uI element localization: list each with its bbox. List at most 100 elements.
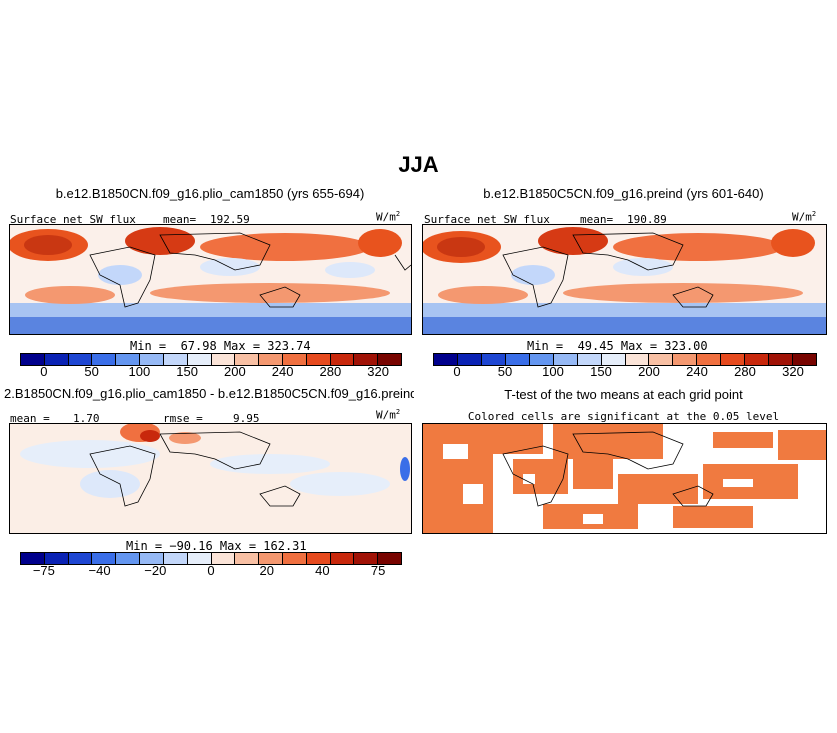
colorbar-swatch: [116, 354, 141, 365]
colorbar-swatch: [378, 553, 401, 564]
colorbar-swatch: [44, 354, 69, 365]
colorbar-tick-label: 280: [734, 364, 756, 379]
colorbar-tick-label: 50: [497, 364, 513, 379]
panel3-mean-label: mean =: [10, 412, 50, 425]
panel2-colorbar: [433, 353, 817, 366]
panel1-title: b.e12.B1850CN.f09_g16.plio_cam1850 (yrs …: [55, 186, 365, 201]
colorbar-tick-label: −20: [144, 563, 167, 578]
colorbar-swatch: [769, 354, 794, 365]
panel2-map-plot: [423, 225, 826, 334]
colorbar-swatch: [553, 354, 578, 365]
panel1-map: [9, 224, 412, 335]
colorbar-tick-label: 240: [271, 364, 294, 379]
colorbar-tick-label: 320: [782, 364, 804, 379]
colorbar-swatch: [259, 354, 283, 365]
colorbar-swatch: [211, 354, 236, 365]
panel2-map: [422, 224, 827, 335]
colorbar-swatch: [44, 553, 69, 564]
colorbar-swatch: [140, 553, 164, 564]
colorbar-tick-label: 0: [453, 364, 461, 379]
colorbar-swatch: [282, 553, 307, 564]
colorbar-swatch: [457, 354, 482, 365]
panel3-rmse-label: rmse =: [163, 412, 203, 425]
colorbar-tick-label: −75: [32, 563, 55, 578]
colorbar-tick-label: 75: [370, 563, 386, 578]
colorbar-swatch: [140, 354, 164, 365]
colorbar-swatch: [235, 553, 260, 564]
colorbar-tick-label: 100: [542, 364, 564, 379]
panel2-minmax: Min = 49.45 Max = 323.00: [527, 339, 708, 353]
colorbar-swatch: [92, 354, 117, 365]
colorbar-swatch: [354, 553, 379, 564]
panel1-minmax: Min = 67.98 Max = 323.74: [130, 339, 311, 353]
colorbar-swatch: [306, 354, 331, 365]
colorbar-swatch: [21, 553, 45, 564]
panel2-field-label: Surface net SW flux: [424, 213, 550, 226]
panel2-colorbar-ticks: 0 50 100 150 200 240 280 320: [433, 364, 817, 380]
colorbar-swatch: [330, 553, 355, 564]
colorbar-swatch: [577, 354, 602, 365]
panel3-units: W/m2: [376, 408, 401, 422]
panel2-units: W/m2: [792, 210, 817, 224]
colorbar-swatch: [673, 354, 698, 365]
colorbar-swatch: [649, 354, 674, 365]
colorbar-tick-label: 100: [128, 364, 151, 379]
colorbar-swatch: [378, 354, 401, 365]
colorbar-swatch: [163, 553, 188, 564]
panel1-colorbar: [20, 353, 402, 366]
colorbar-swatch: [529, 354, 554, 365]
colorbar-swatch: [235, 354, 260, 365]
colorbar-swatch: [330, 354, 355, 365]
colorbar-tick-label: 200: [224, 364, 246, 379]
colorbar-swatch: [116, 553, 141, 564]
colorbar-swatch: [163, 354, 188, 365]
panel4-map-plot: [423, 424, 826, 533]
colorbar-swatch: [481, 354, 506, 365]
colorbar-swatch: [721, 354, 746, 365]
colorbar-swatch: [625, 354, 650, 365]
panel2-mean-label: mean=: [580, 213, 614, 226]
colorbar-swatch: [187, 354, 212, 365]
colorbar-swatch: [282, 354, 307, 365]
panel3-rmse-value: 9.95: [233, 412, 260, 425]
colorbar-swatch: [434, 354, 458, 365]
panel3-title: 2.B1850CN.f09_g16.plio_cam1850 - b.e12.B…: [4, 386, 414, 401]
colorbar-swatch: [68, 354, 93, 365]
panel1-colorbar-ticks: 0 50 100 150 200 240 280 320: [20, 364, 402, 380]
panel4-subtitle: Colored cells are significant at the 0.0…: [467, 410, 780, 423]
colorbar-swatch: [211, 553, 236, 564]
colorbar-swatch: [187, 553, 212, 564]
colorbar-swatch: [793, 354, 816, 365]
colorbar-swatch: [354, 354, 379, 365]
colorbar-tick-label: 280: [319, 364, 342, 379]
figure-title: JJA: [398, 152, 439, 177]
colorbar-tick-label: 150: [590, 364, 612, 379]
panel3-colorbar-ticks: −75 −40 −20 0 20 40 75: [20, 563, 402, 579]
colorbar-swatch: [92, 553, 117, 564]
panel1-map-plot: [10, 225, 411, 334]
panel3-map-plot: [10, 424, 411, 533]
panel4-map: [422, 423, 827, 534]
colorbar-swatch: [68, 553, 93, 564]
panel3-map: [9, 423, 412, 534]
panel4-title: T-test of the two means at each grid poi…: [504, 387, 743, 402]
panel1-units: W/m2: [376, 210, 401, 224]
colorbar-swatch: [697, 354, 722, 365]
colorbar-tick-label: 40: [315, 563, 330, 578]
colorbar-tick-label: 240: [686, 364, 708, 379]
panel1-mean-label: mean=: [163, 213, 197, 226]
panel3-colorbar: [20, 552, 402, 565]
colorbar-tick-label: 200: [638, 364, 660, 379]
colorbar-swatch: [745, 354, 770, 365]
colorbar-swatch: [306, 553, 331, 564]
panel3-minmax: Min = −90.16 Max = 162.31: [126, 539, 307, 553]
colorbar-swatch: [21, 354, 45, 365]
colorbar-tick-label: 20: [259, 563, 274, 578]
colorbar-tick-label: 50: [84, 364, 99, 379]
colorbar-tick-label: −40: [88, 563, 111, 578]
colorbar-tick-label: 0: [207, 563, 215, 578]
colorbar-tick-label: 150: [176, 364, 198, 379]
colorbar-tick-label: 0: [40, 364, 48, 379]
colorbar-swatch: [259, 553, 283, 564]
panel1-mean-value: 192.59: [210, 213, 250, 226]
